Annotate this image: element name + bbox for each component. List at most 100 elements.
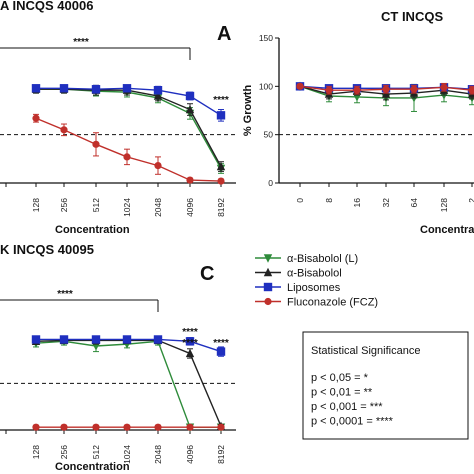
x-tick-label: 128 <box>439 198 449 212</box>
x-tick-label: 2 <box>467 198 474 203</box>
panel-letter: C <box>200 263 214 285</box>
data-point <box>31 335 41 344</box>
data-point <box>382 85 390 93</box>
stat-box-line: p < 0,001 = *** <box>311 401 383 413</box>
significance-label: **** <box>213 338 229 349</box>
stat-box-line: p < 0,01 = ** <box>311 387 373 399</box>
panel-a: A INCQS 40006 A 128 256 512 1024 2048 4096 8192 C… <box>0 0 236 236</box>
legend-swatch-marker <box>263 254 273 263</box>
legend-swatch-marker <box>263 267 273 277</box>
stat-box-title: Statistical Significance <box>311 345 420 357</box>
y-tick-label: 50 <box>264 130 274 140</box>
data-point <box>468 86 474 94</box>
chart-title: K INCQS 40095 <box>0 242 94 257</box>
x-tick-label: 2048 <box>153 445 163 464</box>
data-point <box>185 348 195 358</box>
data-point <box>217 177 225 185</box>
data-point <box>60 423 68 431</box>
data-point <box>60 126 68 134</box>
stat-box-line: p < 0,05 = * <box>311 372 369 384</box>
x-tick-label: 1024 <box>122 445 132 464</box>
data-point <box>325 86 333 94</box>
x-axis-label: Concentration <box>420 224 474 236</box>
series-fluconazole--fcz- <box>296 82 474 95</box>
data-point <box>154 423 162 431</box>
data-point <box>353 86 361 94</box>
data-point <box>186 176 194 184</box>
data-point <box>123 153 131 161</box>
x-tick-label: 256 <box>59 198 69 212</box>
legend-label: Liposomes <box>287 282 341 294</box>
data-point <box>32 114 40 122</box>
significance-label: **** <box>182 338 198 349</box>
stat-box-frame <box>302 331 469 440</box>
legend-swatch-marker <box>263 282 273 292</box>
significance-label: **** <box>57 289 73 300</box>
series-liposomes <box>31 335 226 357</box>
data-point <box>185 91 195 101</box>
x-tick-label: 2048 <box>153 198 163 217</box>
data-point <box>91 85 101 94</box>
stat-box-line: p < 0,0001 = **** <box>311 416 394 428</box>
data-point <box>296 82 304 90</box>
legend-item: α-Bisabolol <box>255 268 342 280</box>
x-tick-label: 4096 <box>185 445 195 464</box>
data-point <box>186 423 194 431</box>
data-point <box>59 84 69 93</box>
data-point <box>216 161 226 171</box>
series---bisabolol--l- <box>31 337 226 432</box>
data-point <box>185 104 195 114</box>
x-tick-label: 8192 <box>216 445 226 464</box>
data-point <box>217 423 225 431</box>
data-point <box>216 111 226 120</box>
data-point <box>153 91 163 100</box>
x-tick-label: 256 <box>59 445 69 459</box>
panel-b: CT INCQS 0 50 100 150 % Growth 0 8 16 32 64 128 2 Con… <box>242 9 474 236</box>
panel-c: K INCQS 40095 C 128 256 512 1024 2048 4096 8192 C… <box>0 242 236 473</box>
data-point <box>122 84 132 93</box>
chart-title: CT INCQS <box>381 9 443 24</box>
x-tick-label: 32 <box>381 198 391 208</box>
legend: α-Bisabolol (L) α-Bisabolol Liposomes Fluco… <box>255 253 378 309</box>
series-line <box>35 340 221 428</box>
data-point <box>153 335 163 344</box>
data-point <box>216 347 226 356</box>
data-point <box>91 335 101 344</box>
x-tick-label: 512 <box>91 198 101 212</box>
x-tick-label: 4096 <box>185 198 195 217</box>
data-point <box>59 335 69 344</box>
legend-label: Fluconazole (FCZ) <box>287 297 378 309</box>
data-point <box>122 335 132 344</box>
legend-item: Liposomes <box>255 282 341 294</box>
series-fluconazole--fcz- <box>32 423 225 431</box>
x-tick-label: 0 <box>295 198 305 203</box>
x-tick-label: 8192 <box>216 198 226 217</box>
x-tick-label: 64 <box>409 198 419 208</box>
x-tick-label: 16 <box>352 198 362 208</box>
legend-swatch-marker <box>264 297 272 306</box>
legend-item: α-Bisabolol (L) <box>255 253 358 265</box>
y-tick-label: 0 <box>268 178 273 188</box>
series-fluconazole--fcz- <box>32 113 225 185</box>
x-tick-label: 8 <box>324 198 334 203</box>
x-axis-label: Concentration <box>55 224 130 236</box>
data-point <box>410 85 418 93</box>
data-point <box>153 86 163 95</box>
data-point <box>92 423 100 431</box>
statistical-significance-box: Statistical Significance p < 0,05 = * p < … <box>302 331 469 440</box>
data-point <box>92 140 100 148</box>
x-axis-label: Concentration <box>55 461 130 473</box>
significance-label: **** <box>73 37 89 48</box>
legend-item: Fluconazole (FCZ) <box>255 297 378 309</box>
data-point <box>31 84 41 93</box>
data-point <box>123 423 131 431</box>
legend-label: α-Bisabolol <box>287 268 342 280</box>
significance-label: **** <box>182 327 198 338</box>
x-tick-label: 512 <box>91 445 101 459</box>
panel-letter: A <box>217 23 231 45</box>
x-tick-label: 128 <box>31 445 41 459</box>
x-tick-label: 128 <box>31 198 41 212</box>
y-tick-label: 100 <box>259 81 273 91</box>
data-point <box>154 162 162 170</box>
series-liposomes <box>31 84 226 122</box>
